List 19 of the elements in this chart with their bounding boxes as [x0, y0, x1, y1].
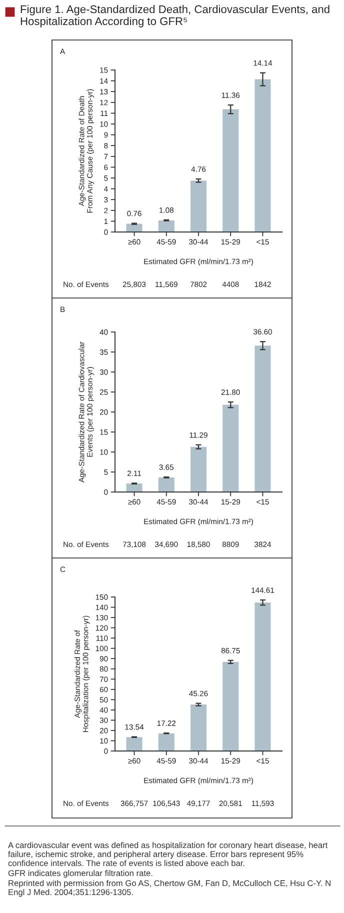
bar	[190, 704, 207, 751]
bar	[222, 662, 239, 751]
bar	[254, 602, 271, 751]
bar	[126, 224, 142, 232]
chart-title: Figure 1. Age-Standardized Death, Cardiovascular Events, and Hospitalization According to GFR⁵	[20, 5, 330, 28]
bar	[190, 180, 207, 232]
text: GFR indicates glomerular filtration rate.	[8, 870, 152, 878]
bar	[126, 737, 142, 751]
bar	[254, 346, 271, 492]
bar	[158, 733, 174, 751]
bar	[126, 484, 142, 492]
bar	[222, 109, 239, 232]
bar	[158, 477, 174, 492]
bar	[254, 79, 271, 232]
text: Reprinted with permission from Go AS, Chertow GM, Fan D, McCulloch CE, Hsu C-Y. N Engl J Med. 2004;351:1296-1305.	[8, 880, 330, 897]
bar	[158, 220, 174, 232]
text: A cardiovascular event was defined as hospitalization for coronary heart disease, heart failure, ischemic stroke, and peripheral artery disease. Error bars represent 95% confidence intervals. The rate of events is listed above each bar.	[8, 842, 328, 866]
bar	[190, 446, 207, 492]
bar	[222, 404, 239, 492]
